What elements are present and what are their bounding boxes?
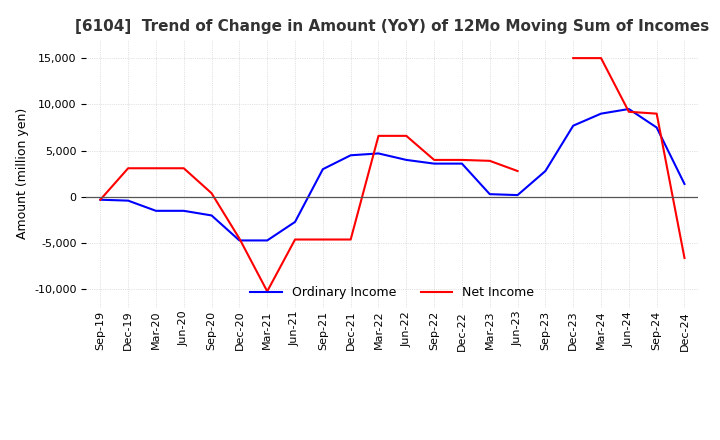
Net Income bbox=[402, 133, 410, 139]
Net Income bbox=[179, 165, 188, 171]
Ordinary Income bbox=[207, 213, 216, 218]
Net Income bbox=[207, 191, 216, 196]
Net Income bbox=[513, 169, 522, 174]
Ordinary Income bbox=[597, 111, 606, 116]
Net Income bbox=[291, 237, 300, 242]
Ordinary Income bbox=[485, 191, 494, 197]
Ordinary Income bbox=[624, 106, 633, 112]
Ordinary Income bbox=[263, 238, 271, 243]
Ordinary Income bbox=[652, 125, 661, 130]
Ordinary Income bbox=[374, 151, 383, 156]
Ordinary Income bbox=[96, 197, 104, 202]
Ordinary Income bbox=[569, 123, 577, 128]
Ordinary Income bbox=[318, 166, 327, 172]
Ordinary Income bbox=[124, 198, 132, 203]
Ordinary Income bbox=[430, 161, 438, 166]
Net Income bbox=[318, 237, 327, 242]
Y-axis label: Amount (million yen): Amount (million yen) bbox=[16, 108, 29, 239]
Net Income bbox=[458, 157, 467, 162]
Ordinary Income bbox=[680, 181, 689, 187]
Ordinary Income bbox=[458, 161, 467, 166]
Net Income bbox=[430, 157, 438, 162]
Net Income bbox=[485, 158, 494, 164]
Line: Ordinary Income: Ordinary Income bbox=[100, 109, 685, 240]
Net Income bbox=[235, 236, 243, 241]
Net Income bbox=[374, 133, 383, 139]
Ordinary Income bbox=[541, 169, 550, 174]
Ordinary Income bbox=[179, 208, 188, 213]
Legend: Ordinary Income, Net Income: Ordinary Income, Net Income bbox=[246, 282, 539, 304]
Ordinary Income bbox=[346, 153, 355, 158]
Line: Net Income: Net Income bbox=[100, 136, 518, 291]
Net Income bbox=[96, 197, 104, 202]
Net Income bbox=[263, 289, 271, 294]
Ordinary Income bbox=[291, 219, 300, 224]
Net Income bbox=[124, 165, 132, 171]
Title: [6104]  Trend of Change in Amount (YoY) of 12Mo Moving Sum of Incomes: [6104] Trend of Change in Amount (YoY) o… bbox=[76, 19, 709, 34]
Net Income bbox=[152, 165, 161, 171]
Ordinary Income bbox=[152, 208, 161, 213]
Ordinary Income bbox=[402, 157, 410, 162]
Net Income bbox=[346, 237, 355, 242]
Ordinary Income bbox=[235, 238, 243, 243]
Ordinary Income bbox=[513, 192, 522, 198]
